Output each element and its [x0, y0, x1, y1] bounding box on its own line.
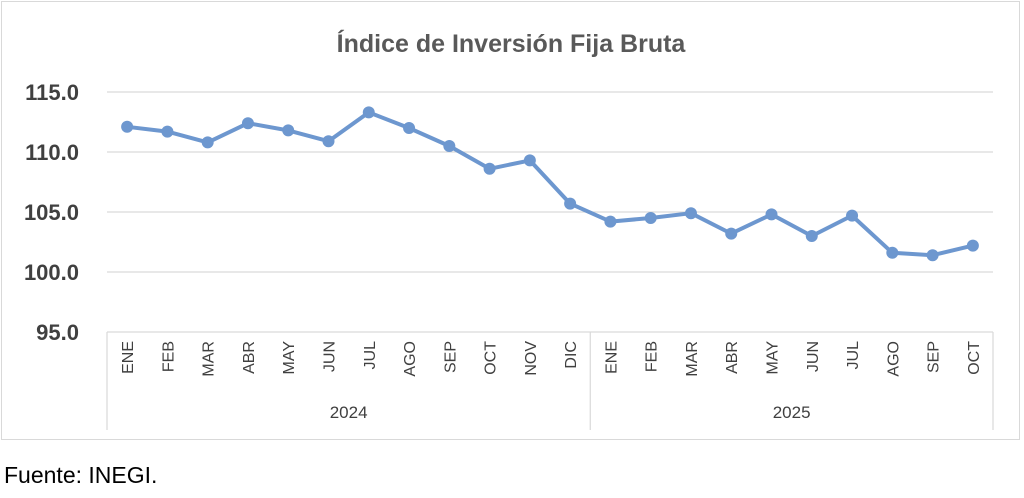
- data-point: [926, 249, 939, 262]
- data-point: [805, 230, 818, 242]
- x-tick-label: SEP: [442, 341, 459, 373]
- x-tick-label: MAY: [281, 341, 298, 375]
- data-point: [886, 246, 899, 259]
- x-tick-label: OCT: [483, 341, 500, 375]
- x-tick-label: FEB: [644, 341, 661, 372]
- x-tick-label: JUL: [845, 341, 862, 370]
- data-point: [282, 124, 295, 137]
- series-layer: [121, 106, 979, 262]
- x-tick-label: ENE: [603, 341, 620, 374]
- data-point: [644, 212, 657, 224]
- x-tick-label: AGO: [402, 341, 419, 377]
- group-label: 2024: [330, 403, 368, 422]
- data-point: [483, 162, 496, 175]
- data-point: [604, 215, 617, 228]
- data-point: [684, 207, 697, 220]
- series-line: [126, 110, 974, 258]
- x-tick-label: JUN: [805, 341, 822, 372]
- x-tick-label: DIC: [563, 341, 580, 369]
- line-chart: Índice de Inversión Fija Bruta 115.0 110.…: [24, 29, 994, 430]
- y-tick-label: 115.0: [25, 80, 79, 105]
- data-point: [362, 106, 375, 119]
- data-point: [564, 197, 577, 210]
- group-label: 2025: [773, 403, 811, 422]
- source-note: Fuente: INEGI.: [4, 462, 158, 488]
- data-point: [161, 125, 174, 138]
- data-point: [241, 117, 254, 130]
- category-axis: [106, 331, 994, 430]
- x-tick-label: AGO: [885, 341, 902, 377]
- data-point: [765, 208, 778, 221]
- y-tick-label: 105.0: [24, 200, 79, 225]
- x-tick-label: MAR: [684, 341, 701, 377]
- x-axis-group-labels: 2024 2025: [330, 403, 811, 422]
- data-point: [121, 120, 134, 133]
- y-tick-label: 100.0: [24, 260, 79, 285]
- x-tick-label: JUL: [362, 341, 379, 370]
- data-point: [403, 122, 416, 134]
- data-point: [322, 135, 335, 148]
- x-tick-label: ABR: [241, 341, 258, 374]
- x-tick-label: ENE: [120, 341, 137, 374]
- x-tick-label: ABR: [724, 341, 741, 374]
- data-point: [846, 209, 859, 222]
- data-point: [443, 140, 456, 152]
- data-point: [966, 239, 979, 252]
- x-axis-tick-labels: ENE FEB MAR ABR MAY JUN JUL AGO SEP OCT NOV DIC ENE F…: [120, 341, 983, 377]
- data-point: [523, 154, 536, 167]
- x-tick-label: SEP: [926, 341, 943, 373]
- x-tick-label: JUN: [322, 341, 339, 372]
- y-tick-label: 95.0: [36, 320, 79, 345]
- x-tick-label: FEB: [160, 341, 177, 372]
- x-tick-label: MAR: [201, 341, 218, 377]
- data-point: [725, 227, 738, 240]
- y-tick-label: 110.0: [25, 140, 79, 165]
- y-axis-tick-labels: 115.0 110.0 105.0 100.0 95.0: [24, 80, 79, 345]
- x-tick-label: OCT: [966, 341, 983, 375]
- data-point: [201, 136, 214, 149]
- gridlines: [107, 91, 993, 273]
- chart-title: Índice de Inversión Fija Bruta: [337, 29, 687, 58]
- x-tick-label: NOV: [523, 341, 540, 376]
- x-tick-label: MAY: [765, 341, 782, 375]
